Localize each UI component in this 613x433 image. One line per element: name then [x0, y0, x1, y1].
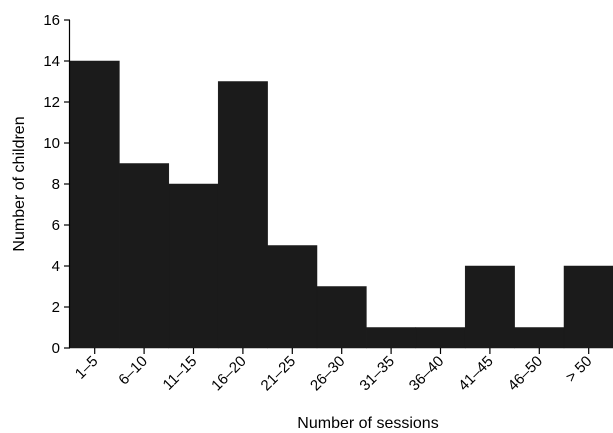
- bar-4: [267, 245, 318, 349]
- y-tick-label-1: 2: [52, 299, 60, 316]
- bar-7: [415, 327, 466, 349]
- bar-6: [366, 327, 417, 349]
- y-tick-label-2: 4: [52, 258, 60, 275]
- bar-2: [168, 183, 219, 349]
- y-tick-label-3: 6: [52, 217, 60, 234]
- bar-5: [316, 286, 367, 349]
- bar-0: [69, 60, 120, 349]
- x-tick-label-0: 1–5: [72, 353, 102, 383]
- bar-10: [563, 265, 613, 349]
- x-tick-label-4: 21–25: [258, 353, 300, 395]
- y-axis-title: Number of children: [11, 116, 28, 251]
- bars-group: [69, 60, 613, 349]
- bar-3: [217, 81, 268, 349]
- x-tick-label-8: 41–45: [455, 353, 497, 395]
- y-tick-label-4: 8: [52, 176, 60, 193]
- x-tick-label-5: 26–30: [307, 353, 349, 395]
- x-tick-label-6: 31–35: [356, 353, 398, 395]
- y-tick-label-8: 16: [43, 12, 60, 29]
- x-tick-label-1: 6–10: [115, 353, 151, 389]
- x-axis-title: Number of sessions: [297, 415, 438, 432]
- bar-9: [514, 327, 565, 349]
- y-tick-label-7: 14: [43, 53, 60, 70]
- x-tick-label-7: 36–40: [406, 353, 448, 395]
- x-tick-label-9: 46–50: [505, 353, 547, 395]
- bar-1: [119, 163, 170, 349]
- y-tick-label-6: 12: [43, 94, 60, 111]
- x-tick-label-3: 16–20: [208, 353, 250, 395]
- y-tick-label-5: 10: [43, 135, 60, 152]
- x-tick-label-10: > 50: [563, 353, 596, 386]
- y-tick-label-0: 0: [52, 340, 60, 357]
- x-tick-label-2: 11–15: [160, 353, 201, 394]
- bar-8: [464, 265, 515, 349]
